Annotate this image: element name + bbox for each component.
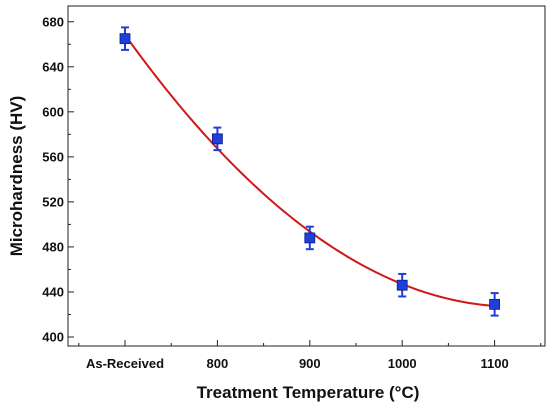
fit-curve (124, 34, 495, 307)
data-point (396, 272, 408, 298)
y-tick-label: 400 (42, 329, 64, 344)
square-marker (489, 298, 501, 310)
data-point (211, 126, 223, 152)
square-marker (119, 33, 131, 45)
x-tick-label: 900 (299, 356, 321, 371)
x-axis: As-Received 800 900 1000 1100 (78, 340, 542, 371)
x-tick-label: 1000 (388, 356, 417, 371)
x-tick-label: 800 (207, 356, 229, 371)
y-tick-label: 640 (42, 59, 64, 74)
y-tick-label: 520 (42, 194, 64, 209)
x-axis-title: Treatment Temperature (°C) (197, 383, 420, 402)
square-marker (396, 279, 408, 291)
y-axis: 400 440 480 520 560 600 640 680 (42, 14, 74, 344)
data-points (119, 26, 501, 317)
data-point (304, 225, 316, 251)
x-tick-label: 1100 (480, 356, 508, 371)
square-marker (211, 133, 223, 145)
data-point (489, 292, 501, 317)
x-tick-label: As-Received (86, 356, 164, 371)
square-marker (304, 232, 316, 244)
y-tick-label: 600 (42, 104, 64, 119)
y-tick-label: 560 (42, 149, 64, 164)
y-tick-label: 440 (42, 284, 64, 299)
y-axis-title: Microhardness (HV) (7, 96, 26, 257)
y-tick-label: 680 (42, 14, 64, 29)
data-point (119, 26, 131, 51)
plot-frame (67, 5, 546, 347)
plot-area: 400 440 480 520 560 600 640 680 As-Received 800 9… (42, 5, 546, 371)
y-tick-label: 480 (42, 239, 64, 254)
